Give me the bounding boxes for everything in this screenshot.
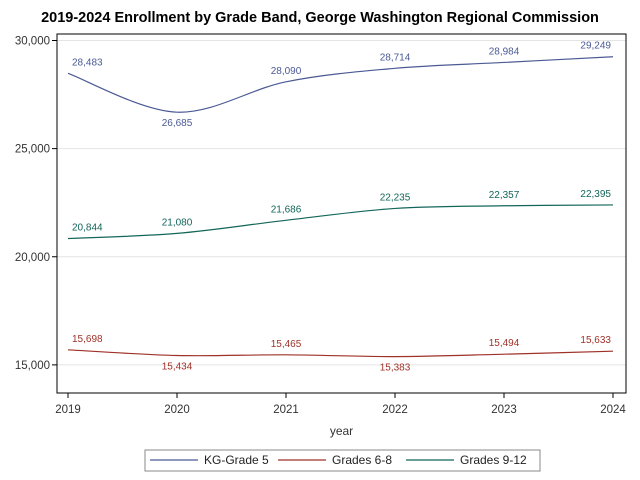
x-tick-label: 2021 bbox=[273, 404, 299, 416]
series-line bbox=[67, 349, 614, 358]
x-axis-title: year bbox=[330, 424, 353, 438]
data-label: 15,465 bbox=[271, 339, 302, 350]
data-label: 20,844 bbox=[72, 223, 103, 234]
gridlines bbox=[57, 39, 626, 366]
x-tick-label: 2019 bbox=[55, 404, 81, 416]
data-label: 26,685 bbox=[162, 118, 193, 129]
data-label: 21,080 bbox=[162, 217, 193, 228]
data-label: 15,494 bbox=[489, 338, 520, 349]
data-label: 28,714 bbox=[380, 52, 411, 63]
legend: KG-Grade 5 Grades 6-8 Grades 9-12 bbox=[144, 449, 541, 472]
series-line bbox=[67, 204, 614, 240]
x-tick-label: 2023 bbox=[491, 404, 517, 416]
legend-label: Grades 9-12 bbox=[460, 453, 527, 467]
data-label: 22,235 bbox=[380, 192, 411, 203]
legend-label: Grades 6-8 bbox=[332, 453, 392, 467]
plot-area bbox=[56, 33, 627, 394]
axes: 15,000 20,000 25,000 30,000 2019 2020 2021 2022… bbox=[15, 35, 627, 438]
data-label: 28,090 bbox=[271, 66, 302, 77]
data-label: 28,984 bbox=[489, 46, 520, 57]
y-tick-label: 25,000 bbox=[15, 144, 50, 156]
x-tick-label: 2024 bbox=[600, 404, 626, 416]
data-label: 15,383 bbox=[380, 363, 411, 374]
data-label: 15,698 bbox=[72, 334, 103, 345]
data-label: 28,483 bbox=[72, 57, 103, 68]
x-tick-label: 2020 bbox=[164, 404, 190, 416]
x-tick-label: 2022 bbox=[382, 404, 408, 416]
chart-title: 2019-2024 Enrollment by Grade Band, Geor… bbox=[41, 10, 599, 26]
y-tick-label: 15,000 bbox=[15, 360, 50, 372]
data-label: 15,633 bbox=[580, 335, 611, 346]
y-tick-label: 30,000 bbox=[15, 35, 50, 47]
data-label: 29,249 bbox=[580, 41, 611, 52]
data-label: 22,395 bbox=[580, 189, 611, 200]
series-line bbox=[67, 56, 614, 113]
data-label: 22,357 bbox=[489, 190, 520, 201]
data-label: 15,434 bbox=[162, 361, 193, 372]
legend-label: KG-Grade 5 bbox=[204, 453, 269, 467]
data-label: 21,686 bbox=[271, 204, 302, 215]
series-lines bbox=[67, 56, 614, 358]
y-tick-label: 20,000 bbox=[15, 252, 50, 264]
data-labels: 28,483 26,685 28,090 28,714 28,984 29,249 15,6… bbox=[72, 41, 611, 374]
legend-frame bbox=[144, 449, 541, 472]
